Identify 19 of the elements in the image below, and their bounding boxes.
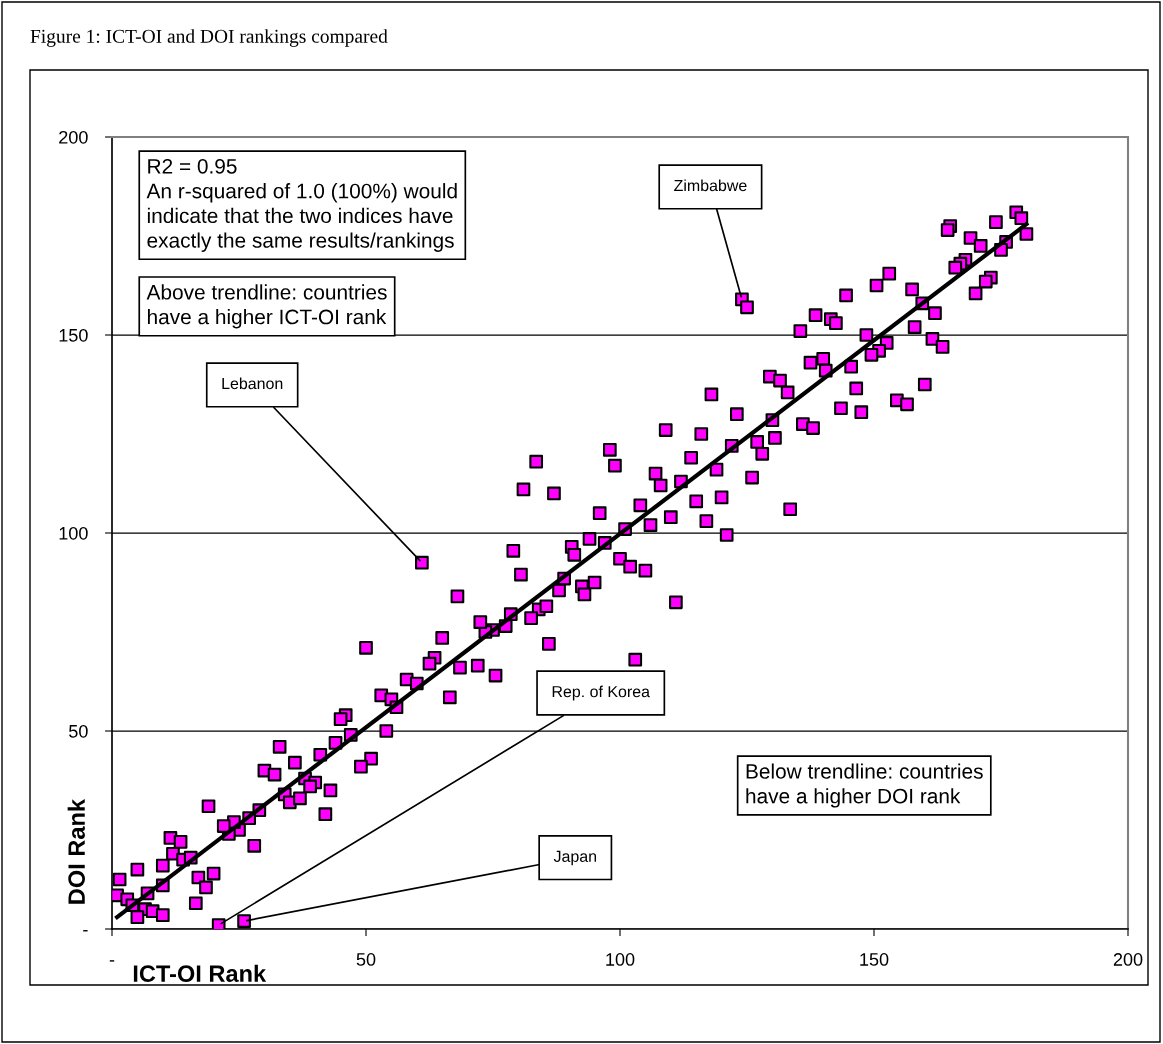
chart-title: Figure 1: ICT-OI and DOI rankings compared — [30, 29, 388, 47]
y-tick-label: - — [83, 930, 88, 932]
x-axis-title: ICT-OI Rank — [133, 964, 267, 982]
annotation: Zimbabwe — [674, 179, 747, 192]
annotation: Lebanon — [222, 377, 283, 390]
x-tick-label: 200 — [1113, 953, 1143, 966]
annotation: R2 = 0.95 An r-squared of 1.0 (100%) would indicate that the two indices have exactly the same results/rankings — [146, 158, 457, 252]
annotation: Japan — [553, 850, 597, 866]
x-tick-label: 100 — [606, 953, 635, 966]
x-tick-label: 50 — [356, 953, 376, 966]
y-tick-label: 100 — [59, 526, 88, 540]
y-axis-title: DOI Rank — [67, 798, 85, 904]
annotation: Below trendline: countries have a higher DOI rank — [746, 763, 983, 808]
x-tick-label: 150 — [860, 953, 889, 966]
y-tick-label: 150 — [59, 328, 88, 342]
annotation: Above trendline: countries have a higher ICT-OI rank — [146, 284, 387, 329]
annotation: Rep. of Korea — [552, 685, 650, 701]
y-tick-label: 200 — [59, 130, 88, 144]
y-tick-label: 50 — [69, 724, 88, 738]
